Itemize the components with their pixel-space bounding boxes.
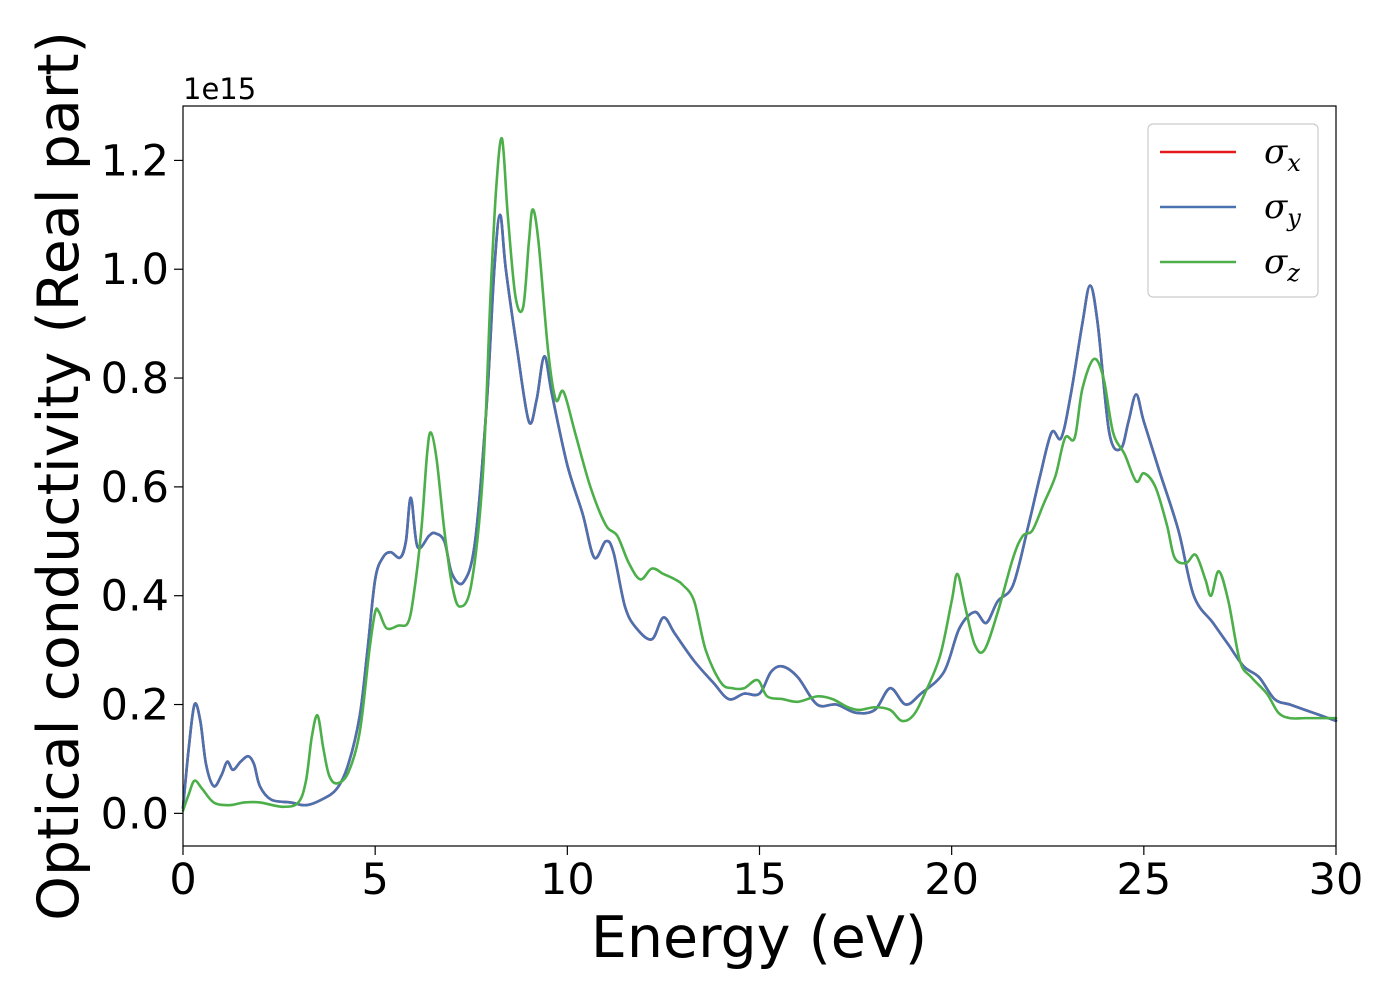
ticks-layer: 0 5 10 15 20 25 30 0.0 0.2 0.4 0.6 0.8 1.0 1.2	[101, 136, 1364, 905]
legend-box	[1147, 123, 1319, 298]
x-tick-label: 20	[924, 855, 979, 905]
x-tick-label: 25	[1116, 855, 1171, 905]
x-axis-title: Energy (eV)	[591, 905, 927, 971]
series-line-y	[181, 213, 1338, 810]
y-tick-label: 0.4	[101, 572, 169, 622]
x-tick-label: 5	[361, 855, 388, 905]
y-tick-label: 1.0	[101, 245, 169, 295]
x-tick-label: 0	[169, 855, 196, 905]
series-line-z	[181, 137, 1338, 812]
x-tick-label: 15	[732, 855, 787, 905]
series-layer	[181, 137, 1338, 812]
x-tick-label: 30	[1309, 855, 1364, 905]
x-tick-label: 10	[540, 855, 595, 905]
y-tick-label: 0.8	[101, 354, 169, 404]
plot-frame	[182, 105, 1337, 847]
y-tick-label: 0.6	[101, 463, 169, 513]
y-tick-label: 0.0	[101, 789, 169, 839]
y-tick-label: 0.2	[101, 681, 169, 731]
offset-text: 1e15	[183, 72, 256, 106]
y-tick-label: 1.2	[101, 136, 169, 186]
y-axis-title: Optical conductivity (Real part)	[26, 31, 92, 921]
